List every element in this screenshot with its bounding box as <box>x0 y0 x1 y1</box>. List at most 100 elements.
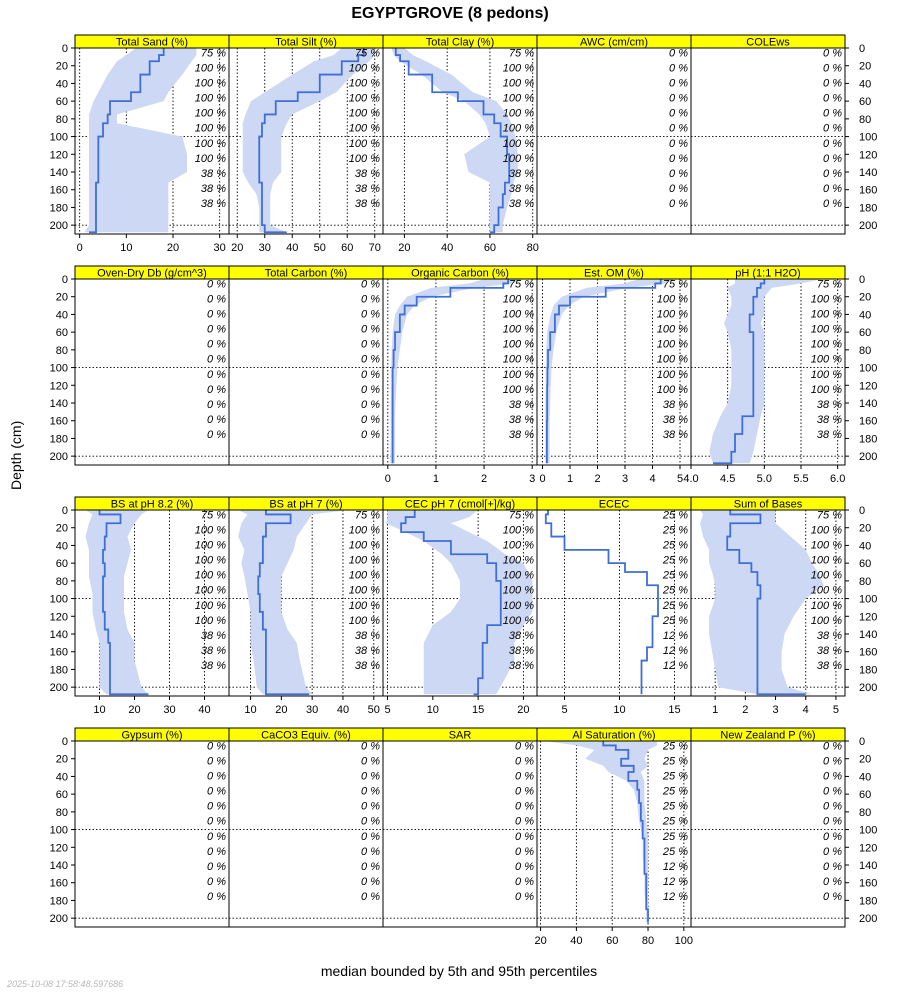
panel-border <box>536 47 692 235</box>
depth-tick-label: 120 <box>50 611 68 623</box>
depth-tick-label: 140 <box>50 167 68 179</box>
depth-tick-label: 120 <box>859 611 877 623</box>
x-tick-label: 20 <box>231 242 243 254</box>
data-coverage-label: 0 % <box>823 771 842 783</box>
panel: Sum of Bases 75 % 100 % 100 % 100 % 100 % 100 … <box>690 496 877 716</box>
data-coverage-label: 38 % <box>817 429 842 441</box>
data-coverage-label: 100 % <box>195 123 226 135</box>
data-coverage-label: 0 % <box>669 108 688 120</box>
data-coverage-label: 0 % <box>823 876 842 888</box>
median-line <box>257 510 310 696</box>
panel: New Zealand P (%) 0 % 0 % 0 % 0 % 0 % 0 % 0 % 0 … <box>690 727 877 928</box>
depth-tick-label: 160 <box>859 416 877 428</box>
data-coverage-label: 75 % <box>817 509 842 521</box>
depth-tick-label: 20 <box>56 523 68 535</box>
depth-tick-label: 200 <box>859 682 877 694</box>
data-coverage-label: 100 % <box>811 293 842 305</box>
data-coverage-label: 100 % <box>811 309 842 321</box>
x-tick-label: 20 <box>167 242 179 254</box>
x-tick-label: 10 <box>120 242 132 254</box>
depth-tick-label: 140 <box>859 167 877 179</box>
depth-tick-label: 80 <box>859 576 871 588</box>
data-coverage-label: 100 % <box>349 570 380 582</box>
data-coverage-label: 38 % <box>355 198 380 210</box>
data-coverage-label: 0 % <box>823 108 842 120</box>
panel: BS at pH 8.2 (%) 75 % 100 % 100 % 100 % 100 %… <box>50 496 230 716</box>
data-coverage-label: 100 % <box>195 615 226 627</box>
percentile-band <box>544 741 657 923</box>
median-line <box>98 510 149 696</box>
data-coverage-label: 100 % <box>349 540 380 552</box>
panel-strip-label: Organic Carbon (%) <box>411 268 509 280</box>
percentile-band <box>709 279 823 464</box>
data-coverage-label: 0 % <box>515 771 534 783</box>
data-coverage-label: 100 % <box>811 570 842 582</box>
panel-strip-label: SAR <box>449 730 472 742</box>
data-coverage-label: 0 % <box>207 278 226 290</box>
data-coverage-label: 38 % <box>355 645 380 657</box>
data-coverage-label: 0 % <box>823 831 842 843</box>
x-tick-label: 5.5 <box>793 473 808 485</box>
data-coverage-label: 0 % <box>207 786 226 798</box>
x-tick-label: 60 <box>341 242 353 254</box>
data-coverage-label: 100 % <box>195 153 226 165</box>
data-coverage-label: 0 % <box>207 876 226 888</box>
depth-tick-label: 0 <box>62 43 68 55</box>
depth-tick-label: 20 <box>859 523 871 535</box>
x-tick-label: 40 <box>441 242 453 254</box>
data-coverage-label: 0 % <box>361 801 380 813</box>
data-coverage-label: 0 % <box>361 876 380 888</box>
data-coverage-label: 12 % <box>663 645 688 657</box>
depth-tick-label: 160 <box>859 185 877 197</box>
x-tick-label: 70 <box>369 242 381 254</box>
data-coverage-label: 100 % <box>657 384 688 396</box>
data-coverage-label: 75 % <box>509 278 534 290</box>
depth-tick-label: 20 <box>56 754 68 766</box>
data-coverage-label: 100 % <box>811 555 842 567</box>
panel-border <box>690 47 846 235</box>
data-coverage-label: 38 % <box>663 399 688 411</box>
panel: CaCO3 Equiv. (%) 0 % 0 % 0 % 0 % 0 % 0 % 0 % 0 %… <box>228 727 384 928</box>
median-line <box>400 510 502 696</box>
median-line <box>713 279 766 465</box>
panel: CEC pH 7 (cmol[+]/kg)75 % 100 % 100 % 100 %… <box>382 496 538 716</box>
data-coverage-label: 25 % <box>662 740 688 752</box>
depth-tick-label: 180 <box>859 664 877 676</box>
depth-tick-label: 140 <box>859 860 877 872</box>
x-tick-label: 2 <box>594 473 600 485</box>
x-tick-label: 40 <box>570 935 582 947</box>
panel: AWC (cm/cm) 0 % 0 % 0 % 0 % 0 % 0 % 0 % 0 % 0 % 0 … <box>536 34 692 235</box>
depth-tick-label: 60 <box>859 558 871 570</box>
data-coverage-label: 100 % <box>811 540 842 552</box>
data-coverage-label: 0 % <box>207 324 226 336</box>
panel-strip-label: Total Clay (%) <box>426 37 494 49</box>
data-coverage-label: 12 % <box>663 660 688 672</box>
x-tick-label: 30 <box>214 242 226 254</box>
data-coverage-label: 25 % <box>662 570 688 582</box>
x-tick-label: 50 <box>314 242 326 254</box>
data-coverage-label: 100 % <box>811 324 842 336</box>
data-coverage-label: 0 % <box>361 369 380 381</box>
percentile-band <box>545 279 675 464</box>
data-coverage-label: 0 % <box>823 755 842 767</box>
depth-tick-label: 160 <box>50 185 68 197</box>
data-coverage-label: 0 % <box>361 384 380 396</box>
data-coverage-label: 0 % <box>823 153 842 165</box>
x-tick-label: 30 <box>306 704 318 716</box>
x-tick-label: 15 <box>668 704 680 716</box>
data-coverage-label: 12 % <box>663 861 688 873</box>
data-coverage-label: 0 % <box>207 339 226 351</box>
data-coverage-label: 0 % <box>515 891 534 903</box>
data-coverage-label: 100 % <box>657 339 688 351</box>
x-tick-label: 2 <box>742 704 748 716</box>
depth-tick-label: 200 <box>859 220 877 232</box>
data-coverage-label: 0 % <box>823 816 842 828</box>
data-coverage-label: 100 % <box>503 93 534 105</box>
data-coverage-label: 100 % <box>503 62 534 74</box>
depth-tick-label: 100 <box>50 132 68 144</box>
data-coverage-label: 25 % <box>662 540 688 552</box>
data-coverage-label: 100 % <box>503 309 534 321</box>
depth-tick-label: 80 <box>56 345 68 357</box>
depth-tick-label: 160 <box>50 647 68 659</box>
